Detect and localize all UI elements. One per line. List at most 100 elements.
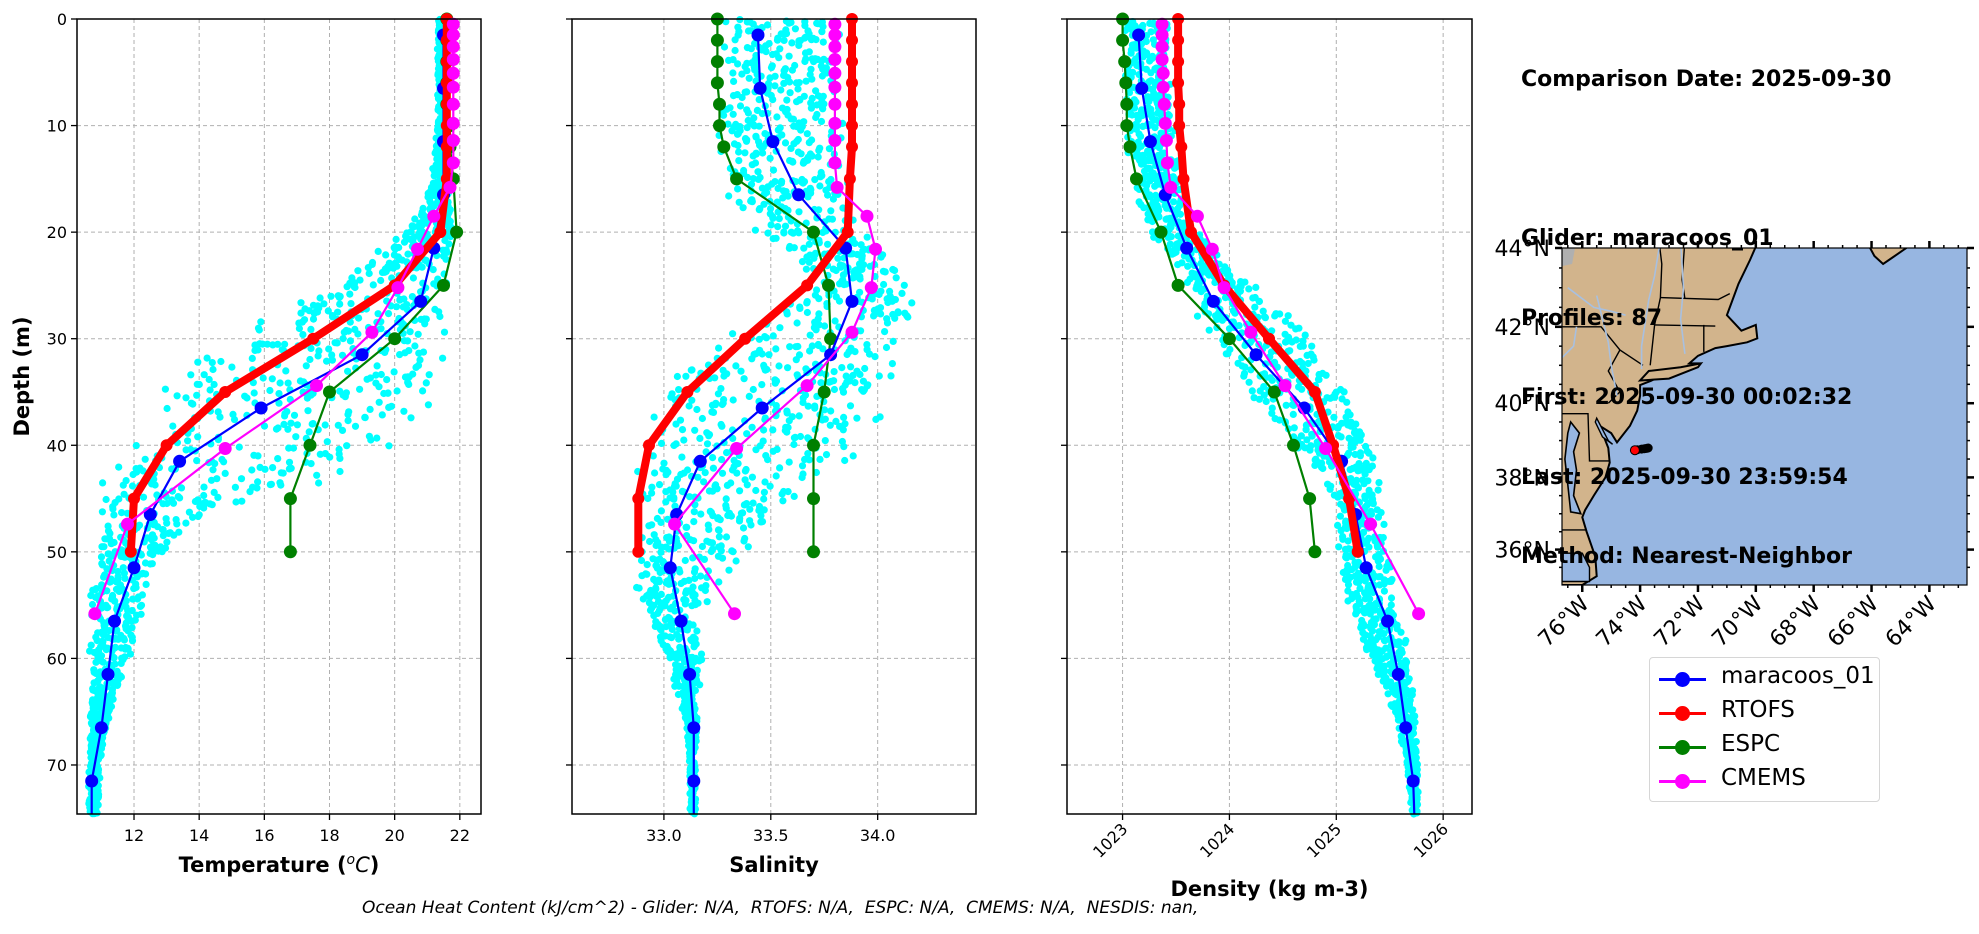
scatter-point — [163, 538, 171, 546]
scatter-point — [1319, 369, 1327, 377]
scatter-point — [139, 493, 148, 501]
series-line-maracoos_01 — [669, 34, 854, 814]
x-tick-label: 34.0 — [860, 826, 896, 845]
scatter-point — [139, 467, 147, 475]
scatter-point — [766, 482, 774, 490]
scatter-point — [385, 259, 393, 267]
scatter-point — [272, 425, 281, 433]
scatter-point — [1352, 604, 1360, 612]
scatter-point — [1326, 394, 1334, 402]
scatter-point — [250, 389, 258, 397]
scatter-point — [163, 404, 171, 413]
scatter-point — [1406, 689, 1414, 697]
scatter-point — [1205, 326, 1213, 334]
series-marker-cmems — [1158, 116, 1172, 130]
scatter-point — [433, 45, 441, 53]
scatter-point — [142, 580, 150, 589]
scatter-point — [129, 595, 137, 603]
scatter-point — [284, 425, 292, 433]
scatter-point — [689, 583, 697, 591]
series-marker-cmems — [391, 281, 405, 295]
scatter-point — [688, 760, 697, 768]
scatter-point — [767, 205, 775, 213]
lon-tick-label: 66°W — [1823, 591, 1884, 652]
scatter-point — [724, 120, 732, 128]
scatter-point — [153, 491, 161, 499]
scatter-point — [1359, 476, 1367, 484]
scatter-point — [776, 45, 784, 53]
scatter-point — [839, 271, 848, 279]
scatter-point — [1213, 324, 1221, 332]
scatter-point — [99, 479, 107, 487]
scatter-point — [755, 335, 764, 343]
series-marker-cmems — [1412, 607, 1426, 621]
scatter-point — [1303, 351, 1311, 359]
scatter-point — [390, 368, 398, 376]
scatter-point — [1391, 690, 1399, 698]
series-marker-espc — [710, 33, 724, 47]
scatter-point — [779, 497, 787, 505]
series-marker-cmems — [828, 97, 842, 111]
scatter-point — [385, 442, 393, 450]
scatter-point — [675, 386, 683, 394]
scatter-point — [203, 354, 211, 362]
scatter-point — [336, 467, 344, 476]
x-tick-label: 16 — [254, 826, 274, 845]
scatter-point — [772, 402, 780, 410]
scatter-point — [788, 39, 796, 47]
scatter-point — [729, 92, 738, 100]
scatter-point — [791, 25, 800, 33]
series-marker-maracoos_01 — [1180, 241, 1194, 255]
series-marker-espc — [388, 332, 402, 346]
scatter-point — [657, 548, 665, 556]
series-marker-rtofs — [1263, 332, 1275, 345]
scatter-point — [806, 331, 814, 339]
scatter-point — [117, 659, 125, 668]
scatter-point — [793, 98, 801, 106]
scatter-point — [670, 494, 678, 502]
scatter-point — [1255, 395, 1263, 403]
scatter-point — [93, 637, 101, 645]
y-tick-label: 10 — [47, 117, 67, 136]
scatter-point — [109, 503, 117, 511]
scatter-point — [708, 408, 716, 416]
scatter-point — [729, 330, 737, 338]
scatter-point — [1260, 313, 1269, 321]
scatter-point — [118, 508, 126, 517]
scatter-point — [649, 452, 657, 460]
scatter-point — [1245, 285, 1253, 293]
scatter-point — [736, 514, 744, 523]
scatter-point — [320, 300, 328, 308]
scatter-point — [747, 180, 756, 188]
scatter-point — [411, 342, 419, 350]
scatter-point — [707, 547, 715, 556]
scatter-point — [267, 480, 275, 488]
scatter-point — [882, 343, 891, 352]
scatter-point — [1237, 282, 1245, 290]
scatter-point — [1376, 581, 1384, 589]
scatter-point — [784, 192, 792, 200]
y-tick-label: 0 — [57, 10, 67, 29]
series-marker-rtofs — [1177, 172, 1190, 185]
scatter-point — [769, 426, 777, 434]
scatter-point — [814, 55, 822, 64]
y-tick-label: 60 — [47, 649, 67, 668]
scatter-point — [99, 642, 107, 650]
scatter-point — [648, 483, 656, 491]
scatter-point — [730, 456, 738, 464]
scatter-point — [1411, 745, 1419, 753]
scatter-point — [1146, 165, 1154, 173]
series-marker-cmems — [1155, 40, 1169, 54]
series-marker-rtofs — [124, 545, 137, 558]
series-marker-cmems — [1205, 242, 1219, 256]
scatter-point — [769, 213, 777, 221]
scatter-point — [189, 400, 197, 408]
scatter-point — [650, 601, 658, 610]
scatter-point — [662, 543, 670, 551]
lat-tick-label: 38°N — [1495, 466, 1550, 491]
scatter-point — [377, 325, 385, 333]
scatter-point — [313, 471, 321, 479]
axes-frame — [76, 18, 482, 815]
series-marker-rtofs — [846, 34, 858, 47]
